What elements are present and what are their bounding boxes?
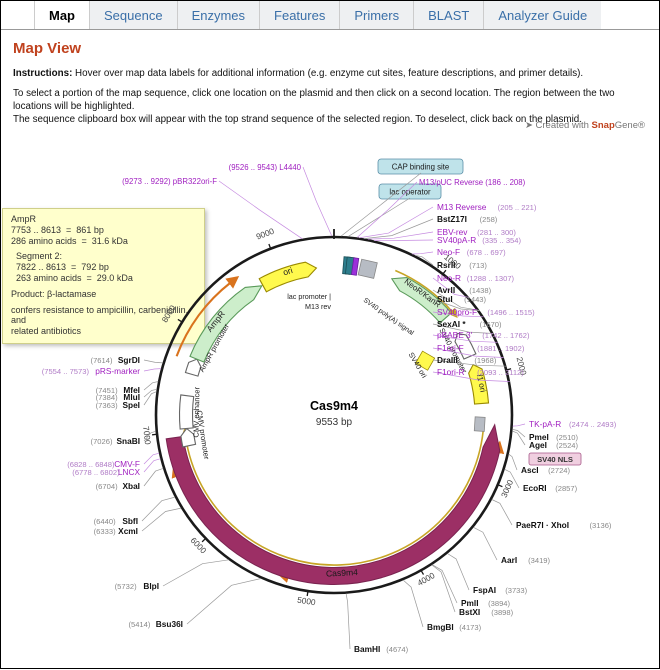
svg-text:SV40pro-F: SV40pro-F	[437, 307, 477, 317]
svg-text:BlpI: BlpI	[143, 581, 159, 591]
svg-text:SV40 poly(A) signal: SV40 poly(A) signal	[362, 297, 415, 337]
svg-text:XcmI: XcmI	[118, 526, 138, 536]
svg-text:(7363): (7363)	[96, 401, 118, 410]
svg-text:Bsu36I: Bsu36I	[156, 619, 183, 629]
svg-text:(3136): (3136)	[590, 521, 612, 530]
svg-text:(4173): (4173)	[459, 623, 481, 632]
svg-text:M13 Reverse: M13 Reverse	[437, 202, 487, 212]
svg-text:(6440): (6440)	[94, 517, 116, 526]
svg-text:F1ori-R: F1ori-R	[437, 367, 465, 377]
svg-text:(1670): (1670)	[480, 320, 502, 329]
svg-text:(3419): (3419)	[528, 556, 550, 565]
svg-text:(335 .. 354): (335 .. 354)	[482, 236, 521, 245]
svg-text:SpeI: SpeI	[122, 400, 140, 410]
svg-text:SV40 NLS: SV40 NLS	[537, 455, 573, 464]
svg-text:pRS-marker: pRS-marker	[95, 366, 140, 376]
svg-text:XbaI: XbaI	[122, 481, 140, 491]
svg-text:(678 .. 697): (678 .. 697)	[467, 248, 506, 257]
svg-text:(7026): (7026)	[91, 437, 113, 446]
svg-text:EcoRI: EcoRI	[523, 483, 547, 493]
svg-text:SgrDI: SgrDI	[118, 355, 140, 365]
svg-text:FspAI: FspAI	[473, 585, 496, 595]
svg-text:5000: 5000	[297, 595, 317, 608]
svg-text:StuI: StuI	[437, 294, 453, 304]
svg-text:BstZ17I: BstZ17I	[437, 214, 467, 224]
svg-text:(1288 .. 1307): (1288 .. 1307)	[467, 274, 515, 283]
svg-text:(2093 .. 2112): (2093 .. 2112)	[477, 368, 524, 377]
svg-text:7000: 7000	[141, 426, 153, 446]
svg-text:(1438): (1438)	[469, 286, 491, 295]
svg-text:BstXI: BstXI	[459, 607, 480, 617]
svg-text:(5414): (5414)	[128, 620, 150, 629]
svg-text:SnaBI: SnaBI	[116, 436, 140, 446]
svg-text:RsrII: RsrII	[437, 260, 455, 270]
svg-text:(7554 .. 7573): (7554 .. 7573)	[42, 367, 90, 376]
svg-text:(2524): (2524)	[556, 441, 578, 450]
svg-text:Cas9m4: Cas9m4	[310, 399, 358, 413]
svg-text:(9526 .. 9543) L4440: (9526 .. 9543) L4440	[229, 163, 302, 172]
svg-text:Neo-F: Neo-F	[437, 247, 460, 257]
svg-text:AscI: AscI	[521, 465, 539, 475]
svg-text:(4674): (4674)	[386, 645, 408, 654]
svg-text:BamHI: BamHI	[354, 644, 380, 654]
svg-text:SV40pA-R: SV40pA-R	[437, 235, 476, 245]
svg-text:SbfI: SbfI	[122, 516, 138, 526]
svg-text:PaeR7I · XhoI: PaeR7I · XhoI	[516, 520, 569, 530]
svg-text:(1881 .. 1902): (1881 .. 1902)	[477, 344, 525, 353]
svg-text:DraIII: DraIII	[437, 355, 458, 365]
svg-text:(1742 .. 1762): (1742 .. 1762)	[482, 331, 530, 340]
svg-text:(2724): (2724)	[548, 466, 570, 475]
svg-text:TK-pA-R: TK-pA-R	[529, 419, 561, 429]
svg-text:(3898): (3898)	[491, 608, 513, 617]
svg-text:9000: 9000	[255, 226, 276, 242]
svg-text:pBABE 3': pBABE 3'	[437, 330, 473, 340]
svg-text:(6333): (6333)	[94, 527, 116, 536]
svg-text:BmgBI: BmgBI	[427, 622, 454, 632]
svg-text:(258): (258)	[480, 215, 498, 224]
svg-text:(3894): (3894)	[488, 599, 510, 608]
svg-text:9553 bp: 9553 bp	[316, 417, 353, 428]
svg-text:lac promoter |: lac promoter |	[287, 292, 331, 301]
svg-text:(7614): (7614)	[91, 356, 113, 365]
svg-text:(1968): (1968)	[474, 356, 496, 365]
svg-text:(9273 .. 9292) pBR322ori-F: (9273 .. 9292) pBR322ori-F	[122, 177, 217, 186]
svg-text:(1496 .. 1515): (1496 .. 1515)	[487, 308, 535, 317]
svg-text:(205 .. 221): (205 .. 221)	[498, 203, 537, 212]
svg-text:AgeI: AgeI	[529, 440, 547, 450]
svg-text:(5732): (5732)	[115, 582, 137, 591]
svg-text:(713): (713)	[469, 261, 487, 270]
svg-text:(2474 .. 2493): (2474 .. 2493)	[569, 420, 617, 429]
svg-text:(6704): (6704)	[96, 482, 118, 491]
svg-text:M13 rev: M13 rev	[305, 302, 331, 311]
svg-text:M13/pUC Reverse (186 .. 208): M13/pUC Reverse (186 .. 208)	[419, 178, 526, 187]
svg-text:(1443): (1443)	[464, 295, 486, 304]
svg-text:(3733): (3733)	[505, 586, 527, 595]
svg-text:F1ori-F: F1ori-F	[437, 343, 464, 353]
svg-text:Cas9m4: Cas9m4	[326, 567, 359, 579]
svg-text:SexAI *: SexAI *	[437, 319, 466, 329]
svg-text:Neo-R: Neo-R	[437, 273, 461, 283]
svg-text:CAP binding site: CAP binding site	[392, 163, 450, 172]
svg-text:(6778 .. 6802): (6778 .. 6802)	[72, 468, 120, 477]
svg-text:8000: 8000	[159, 303, 177, 324]
svg-text:LNCX: LNCX	[118, 467, 141, 477]
svg-text:3000: 3000	[499, 478, 516, 499]
svg-text:AarI: AarI	[501, 555, 517, 565]
svg-text:(2857): (2857)	[555, 484, 577, 493]
